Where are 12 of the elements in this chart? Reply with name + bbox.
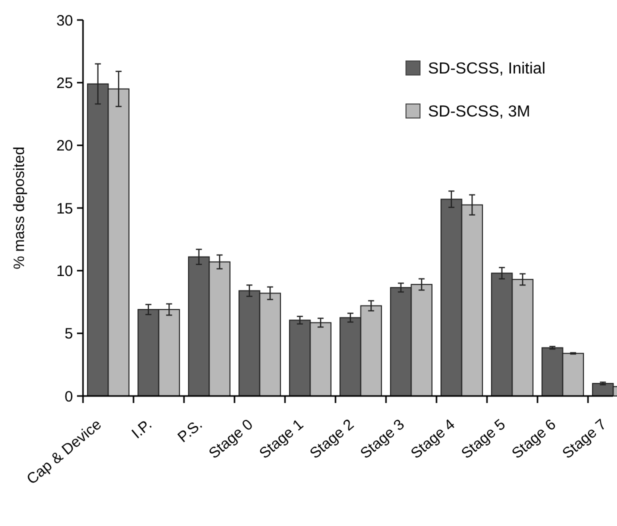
legend-label: SD-SCSS, 3M: [428, 104, 530, 121]
y-tick-label: 15: [56, 200, 73, 218]
y-tick-label: 30: [56, 12, 73, 30]
y-tick-label: 5: [64, 326, 73, 343]
y-tick-label: 0: [64, 388, 73, 406]
x-tick-label: I.P.: [128, 416, 156, 442]
y-tick-label: 25: [56, 74, 73, 92]
y-axis-title: % mass deposited: [11, 146, 28, 270]
legend-label: SD-SCSS, Initial: [428, 60, 546, 78]
x-tick-label: P.S.: [174, 416, 206, 446]
y-tick-label: 10: [56, 262, 73, 280]
y-tick-label: 20: [56, 138, 73, 155]
